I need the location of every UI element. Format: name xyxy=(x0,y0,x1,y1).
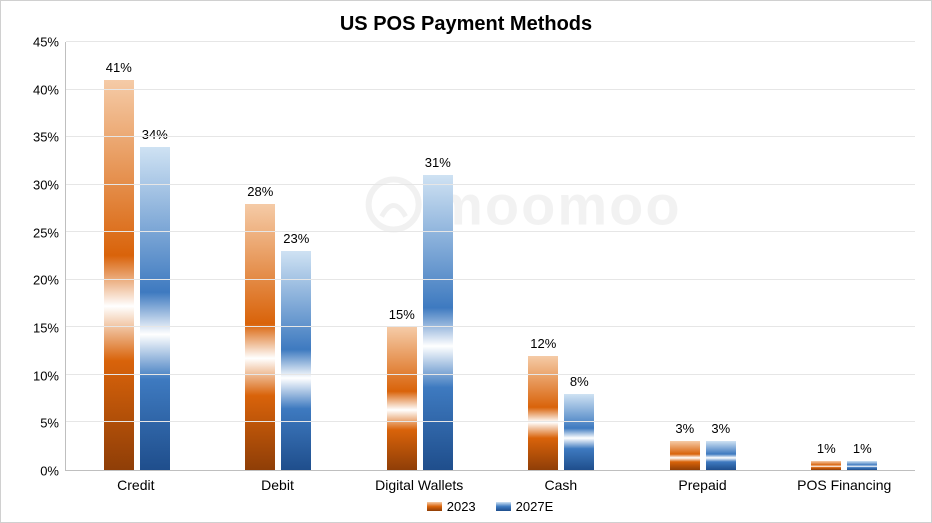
y-tick-label: 0% xyxy=(40,464,59,479)
bar-group: 41% 34% xyxy=(66,42,208,470)
bar: 8% xyxy=(564,394,594,470)
bar-group: 1% 1% xyxy=(774,42,916,470)
bar: 1% xyxy=(811,461,841,471)
bar: 15% xyxy=(387,327,417,470)
grid-line xyxy=(66,326,915,327)
bar-value-label: 3% xyxy=(711,421,730,436)
bar-value-label: 1% xyxy=(817,441,836,456)
y-tick-label: 15% xyxy=(33,321,59,336)
legend-item: 2027E xyxy=(496,499,554,514)
bar: 23% xyxy=(281,251,311,470)
bar-value-label: 23% xyxy=(283,231,309,246)
x-category-label: Cash xyxy=(490,477,632,493)
bar-group: 12% 8% xyxy=(491,42,633,470)
grid-line xyxy=(66,374,915,375)
y-axis: 0%5%10%15%20%25%30%35%40%45% xyxy=(17,42,65,471)
grid-line xyxy=(66,136,915,137)
bar-value-label: 8% xyxy=(570,374,589,389)
x-category-label: Digital Wallets xyxy=(348,477,490,493)
bar-value-label: 12% xyxy=(530,336,556,351)
bar-value-label: 41% xyxy=(106,60,132,75)
grid-line xyxy=(66,184,915,185)
grid-line xyxy=(66,279,915,280)
bar-value-label: 1% xyxy=(853,441,872,456)
chart-title: US POS Payment Methods xyxy=(17,13,915,36)
y-tick-label: 20% xyxy=(33,273,59,288)
legend-item: 2023 xyxy=(427,499,476,514)
plot-area: 0%5%10%15%20%25%30%35%40%45% moomoo 41%3… xyxy=(17,42,915,471)
bar-group: 28%23% xyxy=(208,42,350,470)
bar-value-label: 28% xyxy=(247,184,273,199)
legend-label: 2027E xyxy=(516,499,554,514)
y-tick-label: 5% xyxy=(40,416,59,431)
x-category-label: Debit xyxy=(207,477,349,493)
x-axis: CreditDebitDigital WalletsCashPrepaidPOS… xyxy=(65,477,915,493)
legend-swatch xyxy=(427,502,442,511)
y-tick-label: 10% xyxy=(33,368,59,383)
bar: 41% xyxy=(104,80,134,470)
x-category-label: Prepaid xyxy=(632,477,774,493)
grid-plot: moomoo 41%34%28%23%15%31%12%8%3%3%1%1% xyxy=(65,42,915,471)
x-category-label: POS Financing xyxy=(773,477,915,493)
y-tick-label: 25% xyxy=(33,225,59,240)
legend: 2023 2027E xyxy=(65,499,915,514)
y-tick-label: 45% xyxy=(33,35,59,50)
y-tick-label: 30% xyxy=(33,178,59,193)
bar-value-label: 3% xyxy=(675,421,694,436)
bar-group: 15%31% xyxy=(349,42,491,470)
bar: 3% xyxy=(706,441,736,470)
bar-value-label: 34% xyxy=(142,127,168,142)
grid-line xyxy=(66,89,915,90)
grid-line xyxy=(66,41,915,42)
bar: 1% xyxy=(847,461,877,471)
grid-line xyxy=(66,231,915,232)
grid-line xyxy=(66,421,915,422)
bar-group: 3%3% xyxy=(632,42,774,470)
y-tick-label: 40% xyxy=(33,82,59,97)
chart-container: US POS Payment Methods 0% 5% 10% 15% 20% 25% 3… xyxy=(1,1,931,522)
bar-value-label: 15% xyxy=(389,307,415,322)
legend-swatch xyxy=(496,502,511,511)
legend-label: 2023 xyxy=(447,499,476,514)
x-category-label: Credit xyxy=(65,477,207,493)
y-tick-label: 35% xyxy=(33,130,59,145)
bar: 31% xyxy=(423,175,453,470)
bar: 3% xyxy=(670,441,700,470)
bar: 28% xyxy=(245,204,275,470)
bar-value-label: 31% xyxy=(425,155,451,170)
bars-zone: 41%34%28%23%15%31%12%8%3%3%1%1% xyxy=(66,42,915,470)
